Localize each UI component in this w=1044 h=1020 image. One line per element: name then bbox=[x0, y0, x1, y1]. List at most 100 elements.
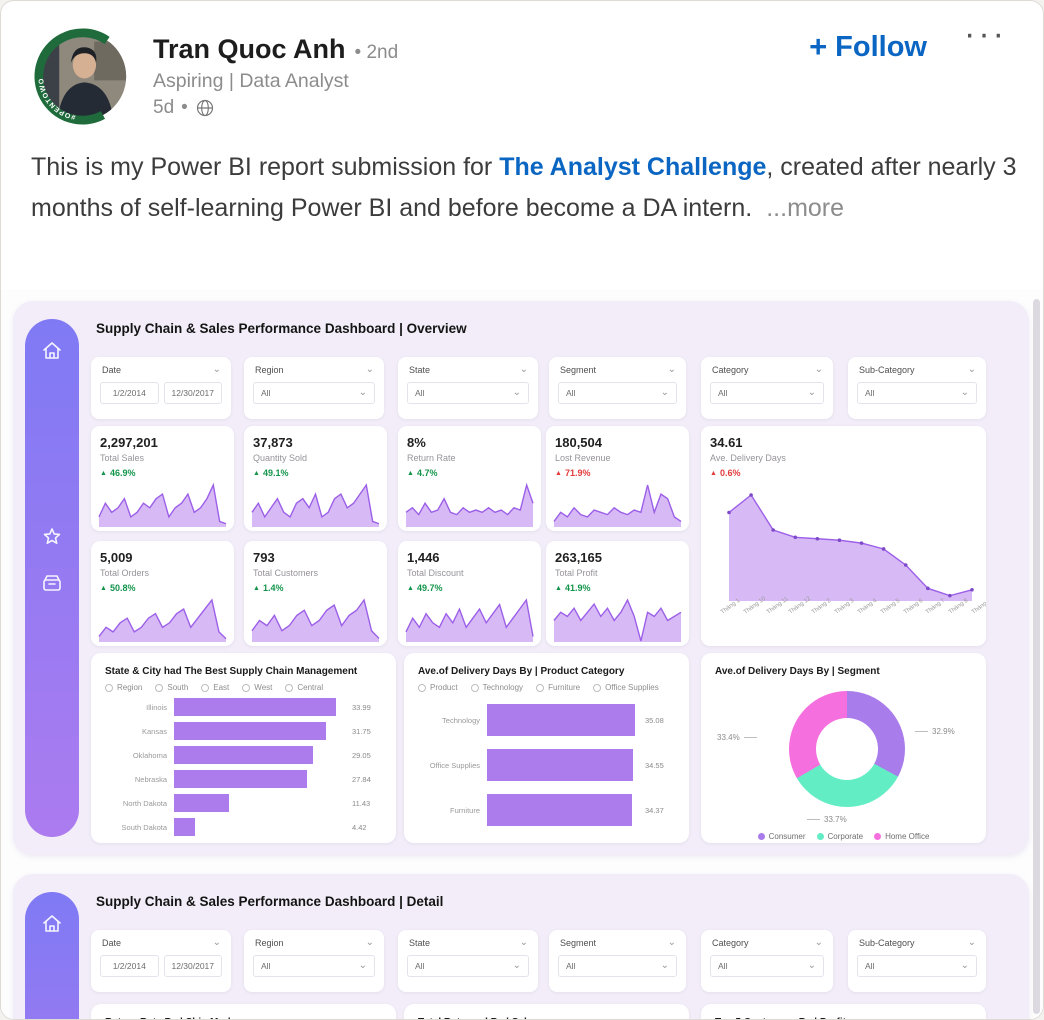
legend-item[interactable]: Corporate bbox=[816, 832, 863, 841]
filter-label: Category bbox=[712, 938, 749, 948]
legend-item[interactable]: Consumer bbox=[757, 832, 806, 841]
bar[interactable] bbox=[174, 698, 337, 716]
chevron-down-icon[interactable]: ⌄ bbox=[814, 937, 823, 948]
date-from-input[interactable]: 1/2/2014 bbox=[100, 382, 159, 404]
chevron-down-icon[interactable]: ⌄ bbox=[212, 937, 221, 948]
bar-value: 27.84 bbox=[352, 774, 371, 784]
kpi-label: Quantity Sold bbox=[253, 453, 308, 463]
overflow-menu-icon[interactable]: ··· bbox=[964, 15, 1007, 53]
chart-options: Product Technology Furniture Office Supp… bbox=[418, 683, 675, 692]
kpi-total-discount: 1,446 Total Discount ▲ 49.7% bbox=[398, 541, 541, 646]
filter-dropdown[interactable]: All ⌄ bbox=[407, 382, 529, 404]
kpi-value: 793 bbox=[253, 550, 275, 565]
triangle-up-icon: ▲ bbox=[555, 584, 562, 592]
home-icon[interactable] bbox=[40, 339, 64, 363]
bar-row: South Dakota 4.42 bbox=[105, 818, 382, 836]
triangle-up-icon: ▲ bbox=[253, 469, 260, 477]
filter-dropdown[interactable]: All ⌄ bbox=[710, 382, 824, 404]
donut-area: 33.4% 32.9% 33.7% bbox=[715, 677, 972, 827]
bar-label: Furniture bbox=[449, 805, 480, 815]
bar[interactable] bbox=[487, 749, 633, 781]
bar[interactable] bbox=[174, 770, 307, 788]
follow-button[interactable]: + Follow bbox=[809, 29, 927, 65]
author-name[interactable]: Tran Quoc Anh • 2nd bbox=[153, 34, 398, 65]
author-name-text: Tran Quoc Anh bbox=[153, 34, 346, 64]
chevron-down-icon[interactable]: ⌄ bbox=[967, 937, 976, 948]
chevron-down-icon[interactable]: ⌄ bbox=[814, 364, 823, 375]
kpi-sparkline bbox=[250, 480, 381, 528]
radio-option[interactable]: Central bbox=[285, 683, 323, 692]
bar[interactable] bbox=[174, 818, 196, 836]
star-icon[interactable] bbox=[40, 525, 64, 549]
chevron-down-icon[interactable]: ⌄ bbox=[967, 364, 976, 375]
chevron-down-icon[interactable]: ⌄ bbox=[365, 937, 374, 948]
filter-region: Region ⌄ All ⌄ bbox=[244, 930, 384, 992]
filter-dropdown[interactable]: All ⌄ bbox=[253, 955, 375, 977]
segment-donut-chart[interactable] bbox=[789, 691, 905, 807]
salesperson-chart-card: Total Returned By | Salesperson bbox=[404, 1004, 689, 1019]
kpi-delta: ▲ 49.7% bbox=[407, 583, 443, 593]
chevron-down-icon[interactable]: ⌄ bbox=[212, 364, 221, 375]
bar[interactable] bbox=[174, 746, 313, 764]
radio-option[interactable]: Office Supplies bbox=[593, 683, 659, 692]
chevron-down-icon[interactable]: ⌄ bbox=[667, 364, 676, 375]
filter-value: All bbox=[865, 961, 875, 971]
kpi-delta: ▲ 71.9% bbox=[555, 468, 591, 478]
home-icon[interactable] bbox=[40, 912, 64, 936]
chevron-down-icon[interactable]: ⌄ bbox=[519, 364, 528, 375]
filter-label: Segment bbox=[560, 938, 597, 948]
filter-dropdown[interactable]: All ⌄ bbox=[407, 955, 529, 977]
kpi-delta: ▲ 46.9% bbox=[100, 468, 136, 478]
challenge-link[interactable]: The Analyst Challenge bbox=[499, 153, 767, 181]
kpi-sparkline bbox=[404, 480, 535, 528]
filter-dropdown[interactable]: All ⌄ bbox=[710, 955, 824, 977]
bar-value: 33.99 bbox=[352, 702, 371, 712]
x-tick: Tháng 3 bbox=[833, 597, 856, 616]
filter-dropdown[interactable]: All ⌄ bbox=[857, 382, 977, 404]
kpi-sparkline bbox=[552, 595, 683, 643]
date-to-input[interactable]: 12/30/2017 bbox=[163, 382, 222, 404]
bar[interactable] bbox=[487, 704, 636, 736]
bar-label: Oklahoma bbox=[132, 750, 167, 760]
filter-label: Region bbox=[255, 365, 284, 375]
radio-option[interactable]: West bbox=[242, 683, 272, 692]
date-to-input[interactable]: 12/30/2017 bbox=[163, 955, 222, 977]
radio-option[interactable]: South bbox=[155, 683, 188, 692]
kpi-sparkline bbox=[404, 595, 535, 643]
legend-item[interactable]: Home Office bbox=[874, 832, 929, 841]
filter-dropdown[interactable]: All ⌄ bbox=[253, 382, 375, 404]
kpi-label: Total Sales bbox=[100, 453, 145, 463]
kpi-total-customers: 793 Total Customers ▲ 1.4% bbox=[244, 541, 387, 646]
radio-option[interactable]: Product bbox=[418, 683, 458, 692]
kpi-sparkline bbox=[97, 595, 228, 643]
bar[interactable] bbox=[174, 722, 326, 740]
date-from-input[interactable]: 1/2/2014 bbox=[100, 955, 159, 977]
filter-dropdown[interactable]: All ⌄ bbox=[857, 955, 977, 977]
kpi-total-orders: 5,009 Total Orders ▲ 50.8% bbox=[91, 541, 234, 646]
radio-option[interactable]: Technology bbox=[470, 683, 523, 692]
chevron-down-icon[interactable]: ⌄ bbox=[667, 937, 676, 948]
bar-label: Kansas bbox=[141, 726, 167, 736]
filter-sub-category: Sub-Category ⌄ All ⌄ bbox=[848, 357, 986, 419]
filter-dropdown[interactable]: All ⌄ bbox=[558, 955, 677, 977]
radio-option[interactable]: East bbox=[201, 683, 229, 692]
filter-date: Date ⌄ 1/2/2014 12/30/2017 bbox=[91, 930, 231, 992]
chevron-down-icon[interactable]: ⌄ bbox=[519, 937, 528, 948]
bar[interactable] bbox=[487, 794, 633, 826]
filter-dropdown[interactable]: All ⌄ bbox=[558, 382, 677, 404]
avatar[interactable]: #OPENTOWORK bbox=[31, 23, 131, 125]
chevron-down-icon[interactable]: ⌄ bbox=[365, 364, 374, 375]
kpi-value: 34.61 bbox=[710, 435, 743, 450]
scrollbar[interactable] bbox=[1033, 299, 1040, 1014]
bar[interactable] bbox=[174, 794, 229, 812]
kpi-value: 37,873 bbox=[253, 435, 293, 450]
briefcase-icon[interactable] bbox=[40, 571, 64, 595]
filter-value: All bbox=[718, 388, 728, 398]
delivery-days-area-chart[interactable] bbox=[727, 490, 974, 602]
donut-hole bbox=[816, 718, 878, 780]
radio-option[interactable]: Region bbox=[105, 683, 142, 692]
post-body-text: This is my Power BI report submission fo… bbox=[31, 147, 1021, 228]
bar-label: North Dakota bbox=[122, 798, 167, 808]
radio-option[interactable]: Furniture bbox=[536, 683, 580, 692]
see-more-button[interactable]: ...more bbox=[766, 193, 845, 222]
